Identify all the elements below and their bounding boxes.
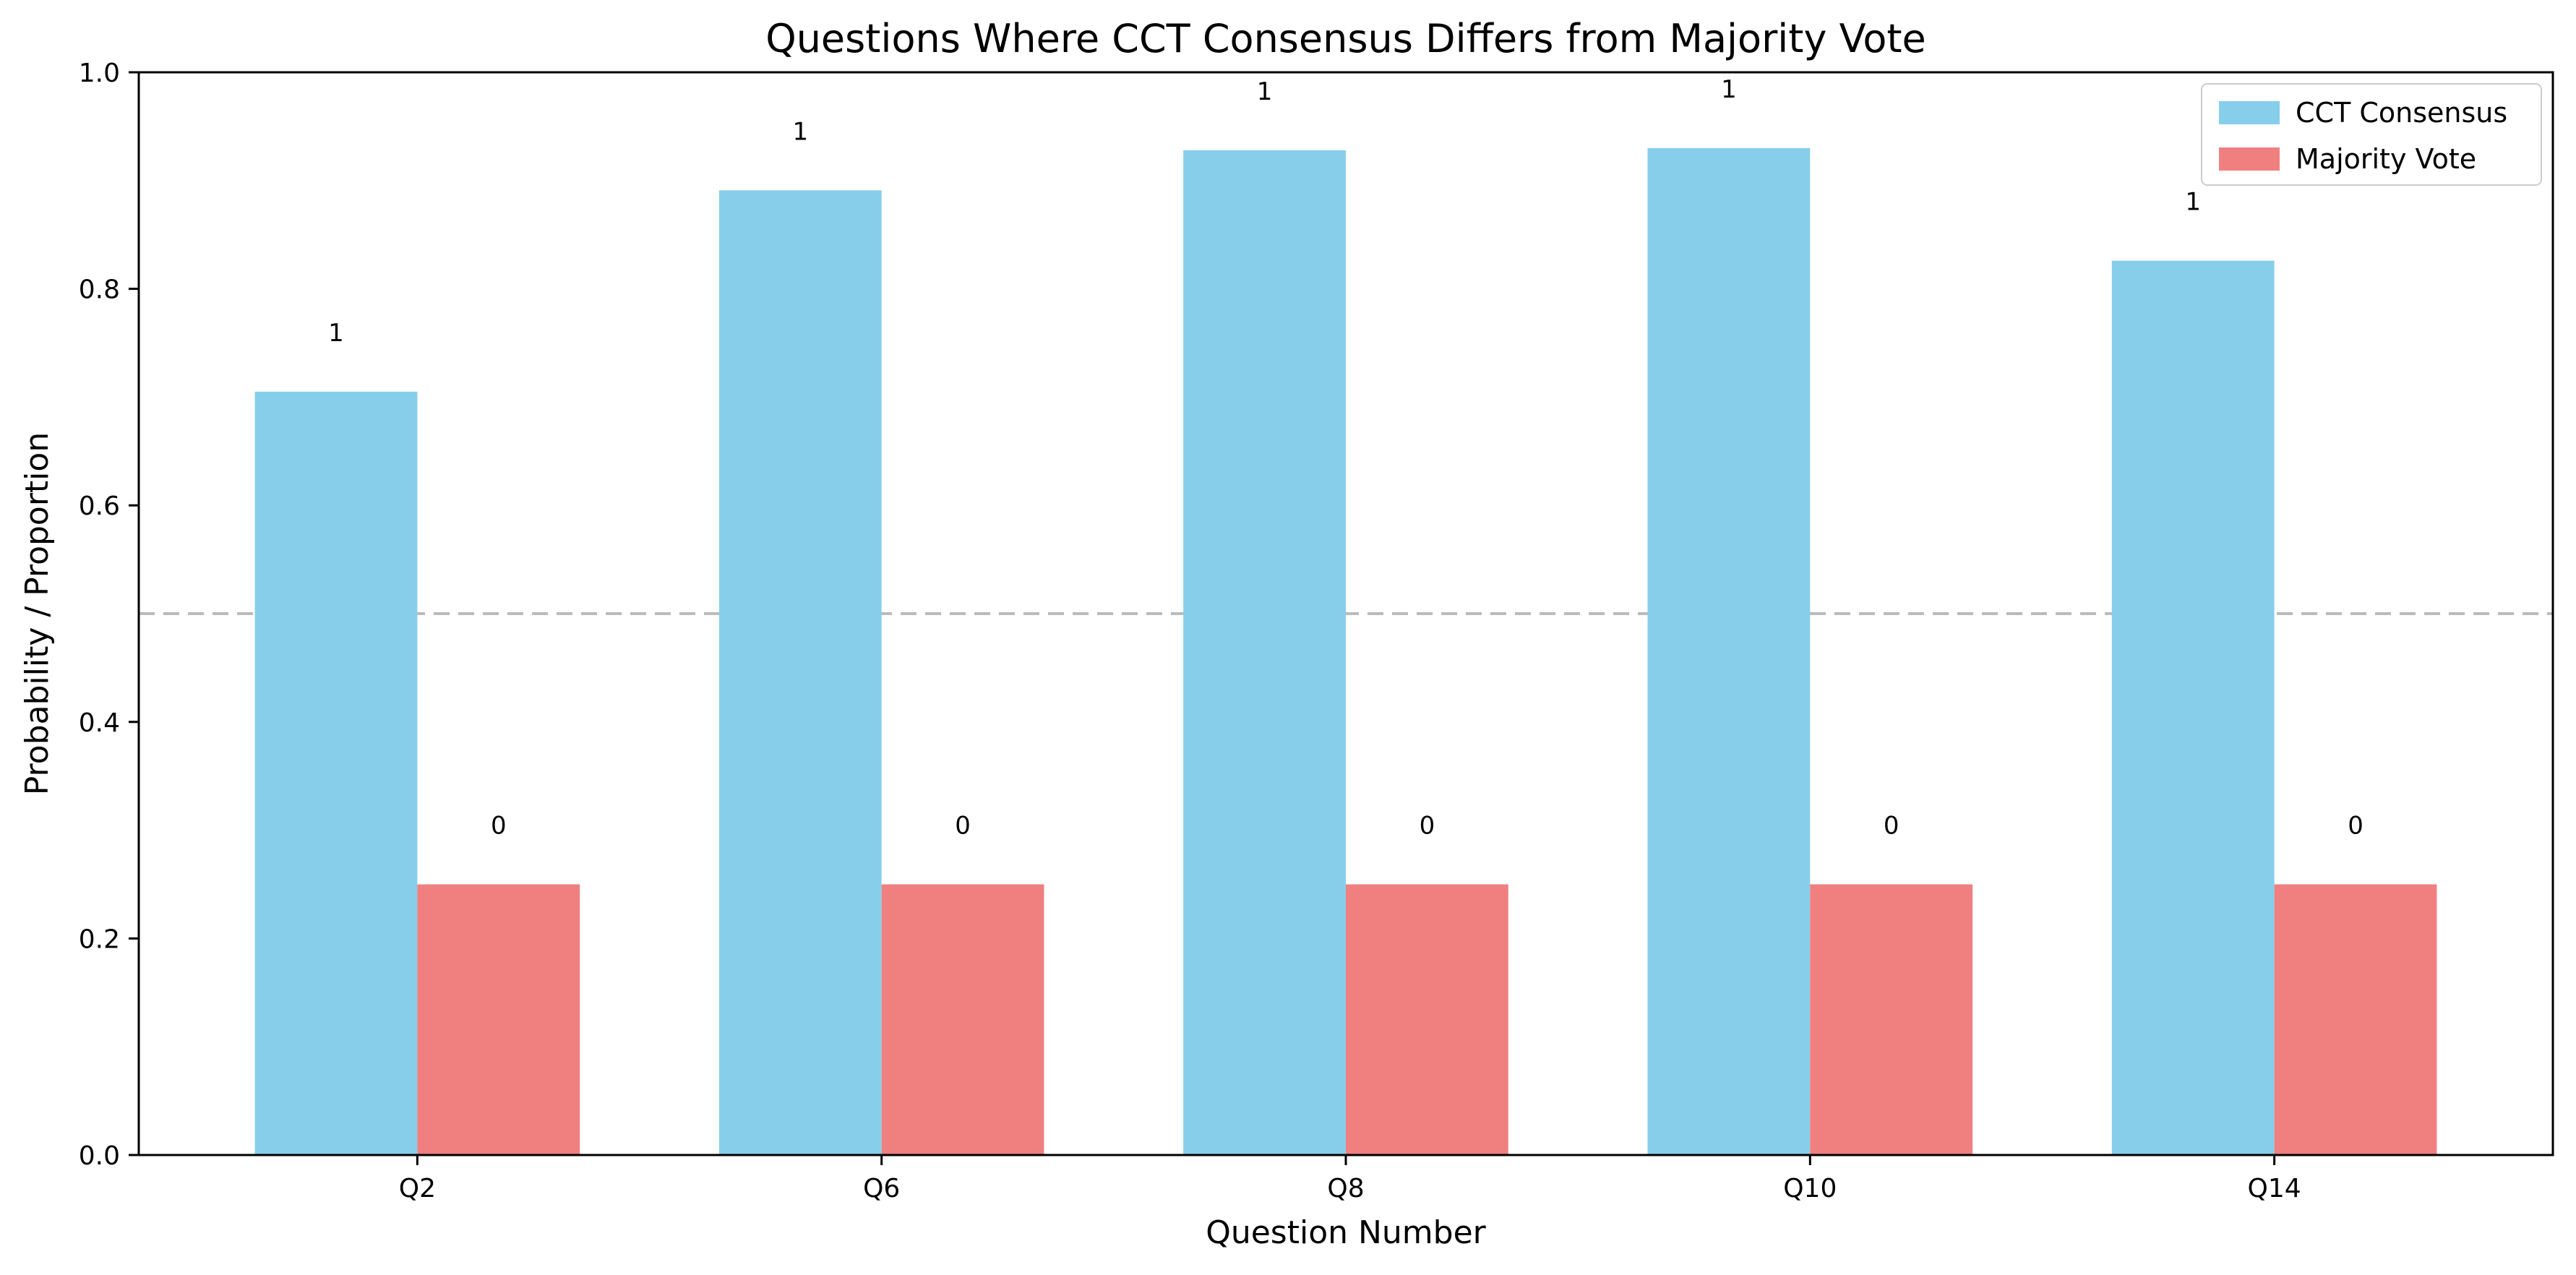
bar-cct-consensus-q10 xyxy=(1647,147,1811,1156)
legend-label: Majority Vote xyxy=(2296,143,2476,175)
x-tick-label: Q14 xyxy=(2248,1174,2301,1203)
y-tick-label: 0.2 xyxy=(79,924,120,954)
y-axis-label: Probability / Proportion xyxy=(19,432,56,795)
y-tick-label: 0.0 xyxy=(79,1141,120,1171)
bar-majority-vote-q10 xyxy=(1810,884,1973,1155)
y-tick-label: 0.8 xyxy=(79,275,120,305)
bar-value-label: 1 xyxy=(1721,75,1737,104)
legend-swatch xyxy=(2219,147,2280,171)
bar-value-label: 0 xyxy=(955,812,971,841)
x-tick-label: Q10 xyxy=(1783,1174,1837,1203)
bar-value-label: 0 xyxy=(2348,812,2364,841)
legend-box xyxy=(2201,83,2542,186)
bar-majority-vote-q2 xyxy=(417,884,580,1155)
bar-value-label: 1 xyxy=(1257,77,1273,106)
bar-cct-consensus-q14 xyxy=(2111,260,2275,1156)
plot-area: 1 1 1 1 1 0 0 0 0 0 Q2 Q6 Q8 Q10 Q14 0.0 0.2 0.4 0.6 0.8 1.0 xyxy=(79,59,2553,1203)
legend-label: CCT Consensus xyxy=(2296,97,2507,129)
x-tick-label: Q8 xyxy=(1327,1174,1364,1203)
bar-value-label: 1 xyxy=(792,117,808,146)
bar-majority-vote-q6 xyxy=(881,884,1044,1155)
x-tick-label: Q6 xyxy=(863,1174,900,1203)
bar-value-label: 1 xyxy=(328,319,344,348)
bar-cct-consensus-q2 xyxy=(254,391,418,1156)
plot-frame xyxy=(137,71,2554,1156)
bar-value-label: 0 xyxy=(1884,812,1899,841)
bar-majority-vote-q14 xyxy=(2274,884,2437,1155)
bar-cct-consensus-q6 xyxy=(718,190,882,1156)
bar-value-label: 0 xyxy=(1420,812,1435,841)
legend: CCT Consensus Majority Vote xyxy=(2201,83,2542,186)
bar-cct-consensus-q8 xyxy=(1183,150,1346,1156)
chart-title: Questions Where CCT Consensus Differs fr… xyxy=(765,16,1926,61)
y-tick-label: 1.0 xyxy=(79,59,120,88)
x-tick-label: Q2 xyxy=(399,1174,436,1203)
legend-swatch xyxy=(2219,101,2280,124)
bar-majority-vote-q8 xyxy=(1346,884,1508,1155)
bar-value-label: 1 xyxy=(2185,188,2201,217)
bar-value-label: 0 xyxy=(491,812,507,841)
y-tick-label: 0.4 xyxy=(79,708,120,738)
y-tick-label: 0.6 xyxy=(79,491,120,521)
x-axis-label: Question Number xyxy=(1206,1214,1486,1251)
